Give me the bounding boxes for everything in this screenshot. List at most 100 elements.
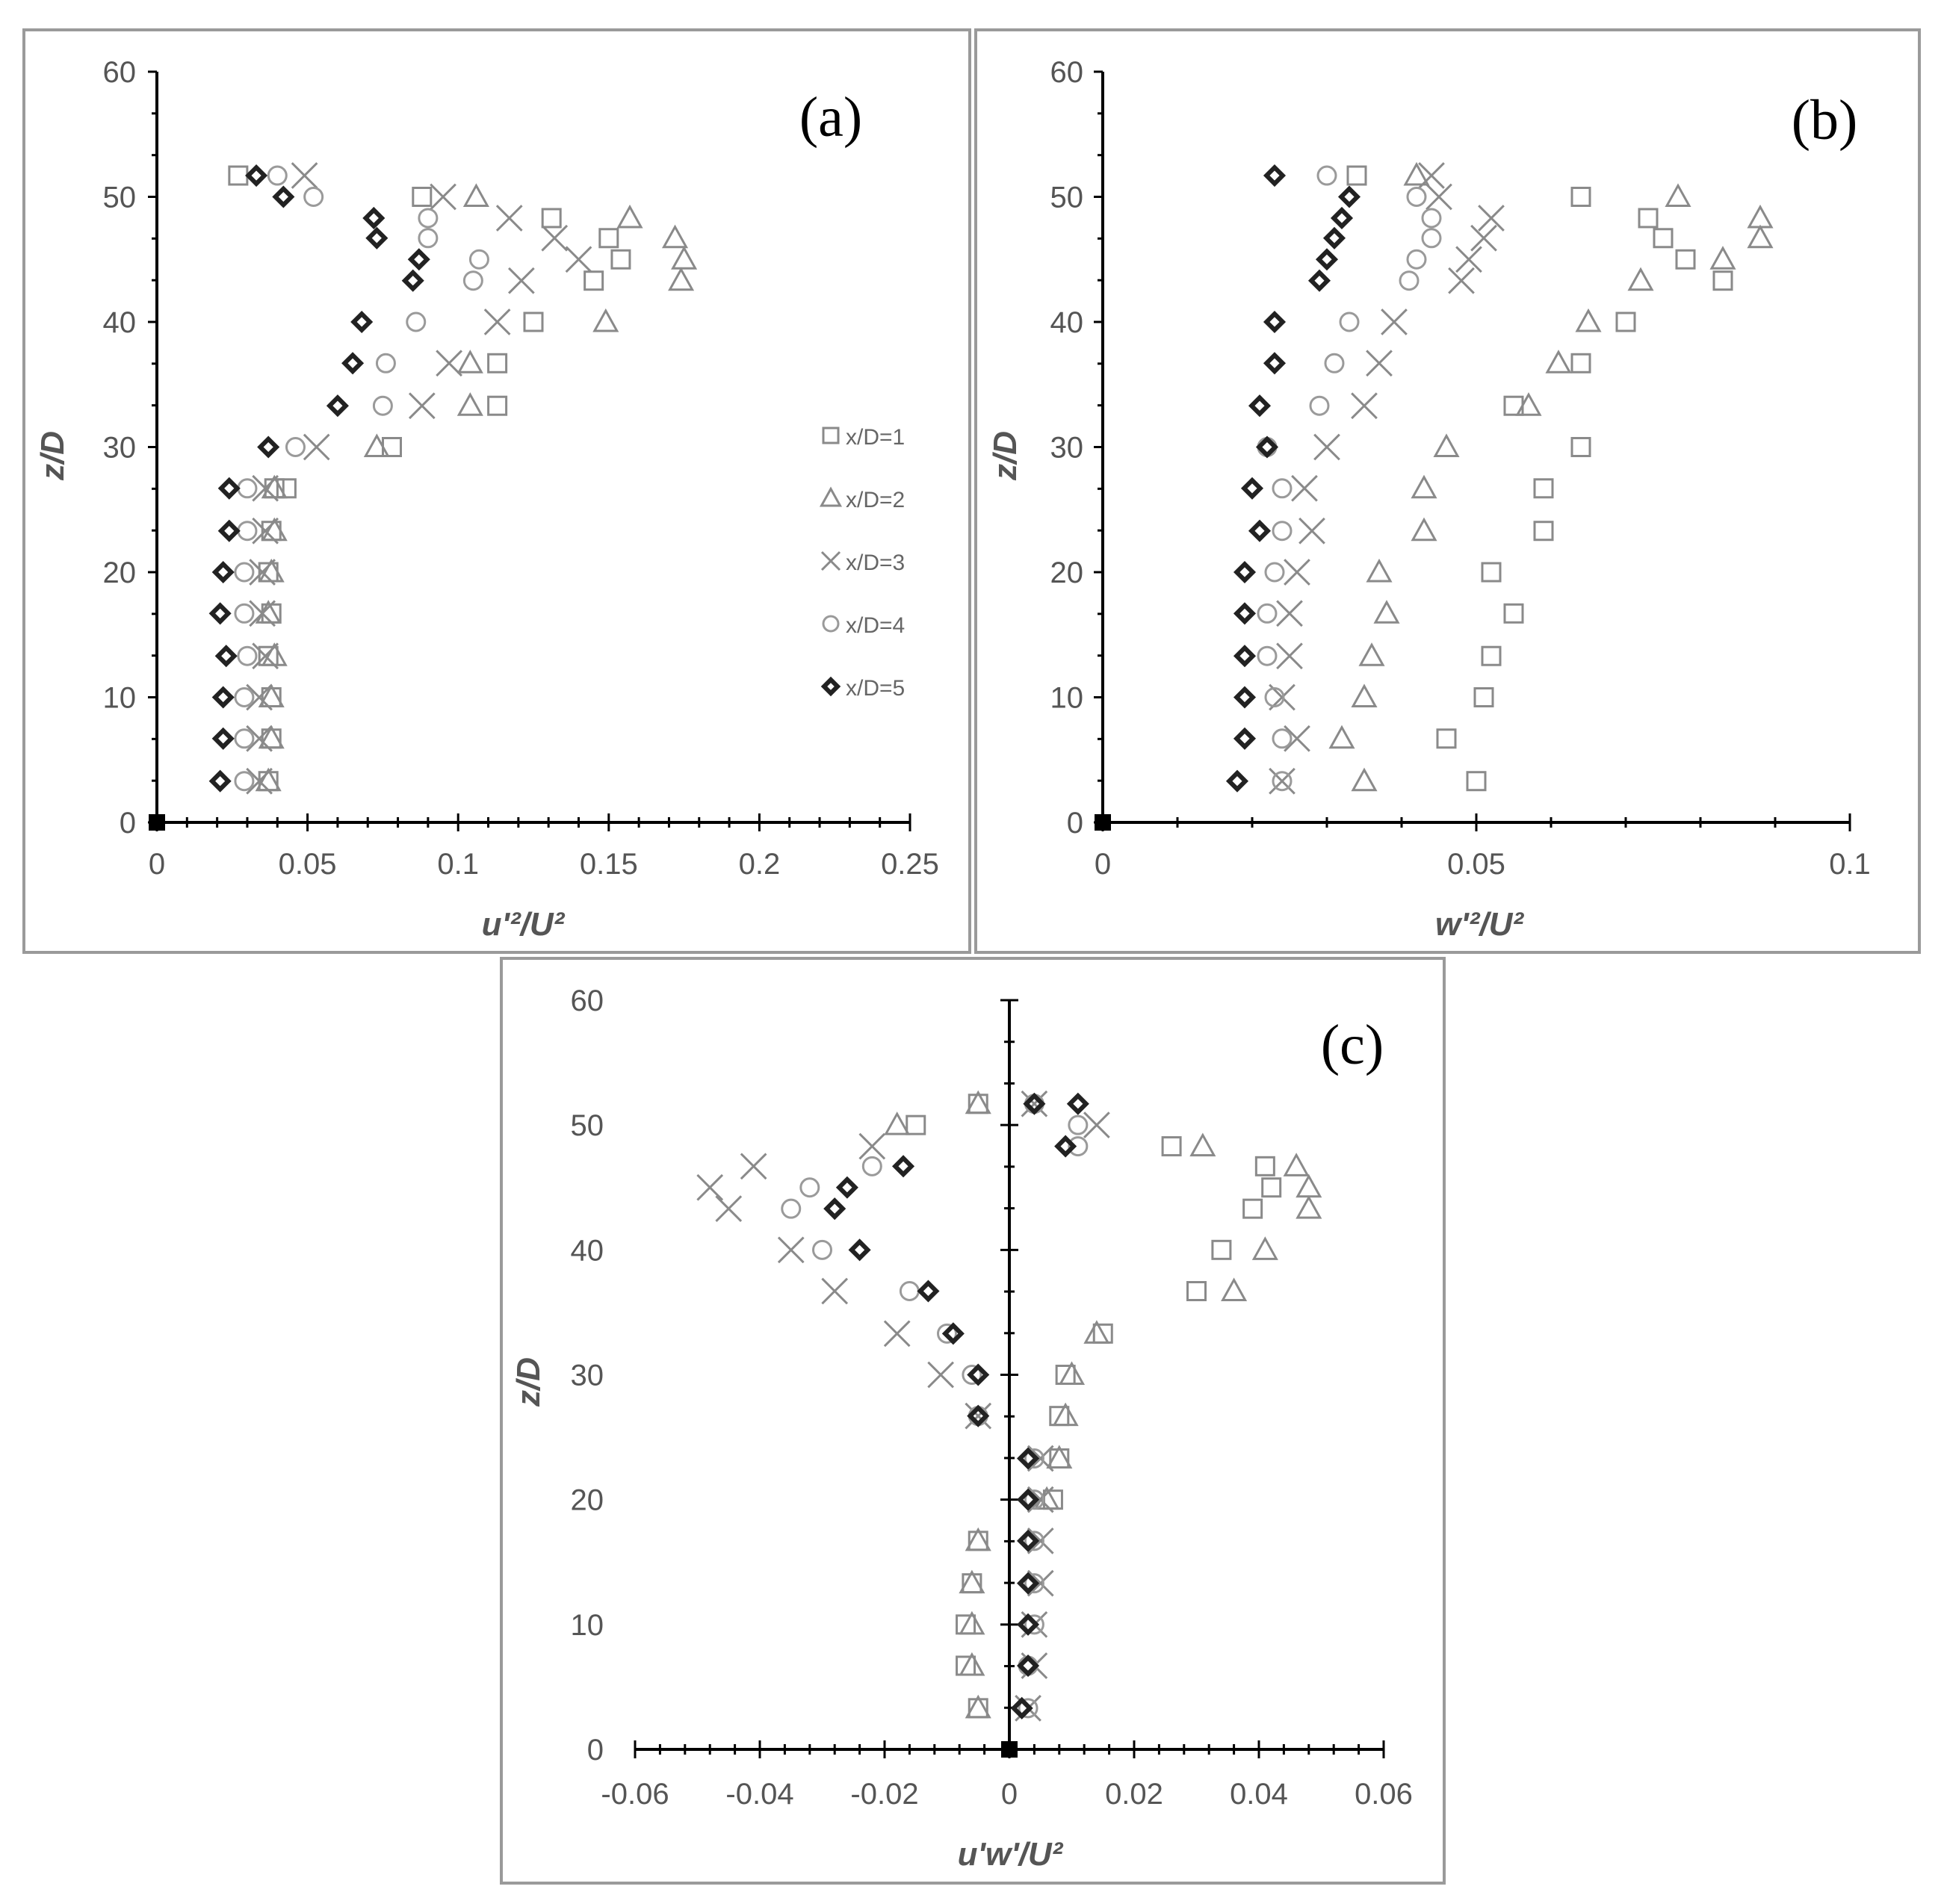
data-point-triangle [959, 1569, 985, 1594]
data-point-circle [285, 437, 306, 457]
cross-stroke [541, 224, 569, 252]
x-tick-label: 0 [1001, 1778, 1018, 1811]
data-point-triangle [661, 224, 689, 249]
legend-label: x/D=5 [846, 676, 905, 701]
data-point-square [1570, 353, 1591, 373]
data-point-diamond [917, 1280, 940, 1303]
legend-entry: x/D=5 [820, 676, 905, 701]
data-point-circle [1024, 1531, 1044, 1551]
legend-label: x/D=1 [846, 425, 905, 450]
legend-marker-shape [820, 551, 841, 571]
data-point-diamond [835, 1176, 858, 1199]
cross-stroke [495, 205, 523, 232]
legend-marker-shape [820, 676, 841, 697]
data-point-diamond [1023, 1092, 1046, 1115]
y-tick-label: 60 [103, 56, 137, 89]
data-point-circle [1024, 1489, 1044, 1510]
legend-entry: x/D=4 [822, 613, 905, 638]
data-point-cross [436, 350, 462, 377]
data-point-circle [418, 228, 439, 249]
data-point-diamond [941, 1322, 965, 1345]
data-point-triangle [1221, 1277, 1248, 1301]
data-point-diamond [1017, 1529, 1040, 1552]
data-point-square [1712, 270, 1733, 291]
panel-b-frame [974, 28, 1921, 954]
data-point-diamond [341, 352, 365, 375]
data-point-diamond [245, 164, 268, 187]
panel-c-frame [500, 957, 1446, 1885]
panel-b-axes [1094, 70, 1851, 831]
cross-stroke [1269, 767, 1296, 795]
data-point-cross [1284, 559, 1310, 586]
data-point-cross [715, 1195, 743, 1223]
cross-stroke [740, 1153, 767, 1180]
data-point-triangle [1575, 308, 1602, 332]
cross-stroke [1276, 600, 1303, 627]
data-point-circle [1024, 1614, 1044, 1635]
data-point-circle [1406, 249, 1427, 270]
data-point-circle [1316, 165, 1337, 186]
cross-stroke [1313, 433, 1340, 461]
data-point-diamond [1263, 164, 1287, 187]
data-point-circle [1272, 728, 1293, 749]
data-point-square [523, 311, 544, 332]
data-point-square [1570, 437, 1591, 457]
data-point-square [1533, 478, 1554, 499]
data-point-circle [1309, 395, 1330, 416]
data-point-circle [1068, 1114, 1089, 1135]
cross-stroke [252, 642, 279, 670]
y-tick-label: 50 [571, 1109, 604, 1142]
data-point-triangle [1296, 1195, 1322, 1219]
data-point-square [610, 249, 631, 270]
data-point-cross [1426, 183, 1452, 211]
legend-label: x/D=3 [846, 551, 905, 575]
data-point-cross [1381, 308, 1408, 335]
data-point-diamond [272, 185, 295, 208]
data-point-square [541, 208, 562, 229]
cross-stroke [883, 1320, 911, 1348]
cross-stroke [1284, 559, 1310, 586]
data-point-triangle [1083, 1320, 1110, 1344]
y-tick-label: 0 [120, 807, 136, 840]
data-point-cross [1351, 392, 1378, 420]
data-point-square [1254, 1156, 1275, 1176]
data-point-diamond [211, 727, 235, 750]
data-point-circle [462, 270, 483, 291]
data-point-square [1481, 645, 1502, 666]
panel-c-axes [634, 999, 1385, 1758]
data-point-triangle [1328, 725, 1355, 749]
data-point-cross [1083, 1111, 1110, 1139]
data-point-diamond [1017, 1572, 1040, 1595]
x-tick-label: 0.06 [1355, 1778, 1413, 1811]
data-point-diamond [257, 435, 280, 459]
data-point-circle [1339, 311, 1360, 332]
y-tick-label: 0 [587, 1734, 604, 1767]
data-point-square [487, 395, 508, 416]
data-point-circle [406, 311, 427, 332]
data-point-diamond [1240, 477, 1264, 500]
data-point-diamond [848, 1238, 871, 1262]
data-point-diamond [892, 1155, 915, 1178]
cross-stroke [696, 1173, 724, 1201]
data-point-triangle [1189, 1132, 1216, 1157]
data-point-square [1186, 1280, 1207, 1301]
legend: x/D=1 x/D=2 x/D=3 x/D=4 x/D=5 [819, 425, 905, 701]
data-point-triangle [363, 433, 390, 457]
data-point-triangle [1411, 474, 1437, 499]
data-point-cross [777, 1236, 805, 1264]
legend-entry: x/D=2 [819, 486, 905, 512]
y-tick-label: 40 [103, 306, 137, 339]
data-point-circle [1272, 771, 1293, 792]
cross-stroke [249, 600, 276, 627]
origin-marker [1001, 1741, 1018, 1758]
panel-b: 0 10 20 30 40 50 60 0 0.05 0.1 w'²/U² z/D (b) [987, 56, 1871, 943]
data-point-triangle [1665, 183, 1691, 207]
cross-stroke [1381, 308, 1408, 335]
data-point-triangle [1433, 433, 1460, 457]
data-point-diamond [1233, 645, 1257, 668]
data-point-square [906, 1114, 926, 1135]
diamond-icon [820, 676, 841, 697]
data-point-cross [1448, 267, 1475, 294]
cross-stroke [965, 1402, 992, 1430]
data-point-diamond [1248, 394, 1272, 418]
